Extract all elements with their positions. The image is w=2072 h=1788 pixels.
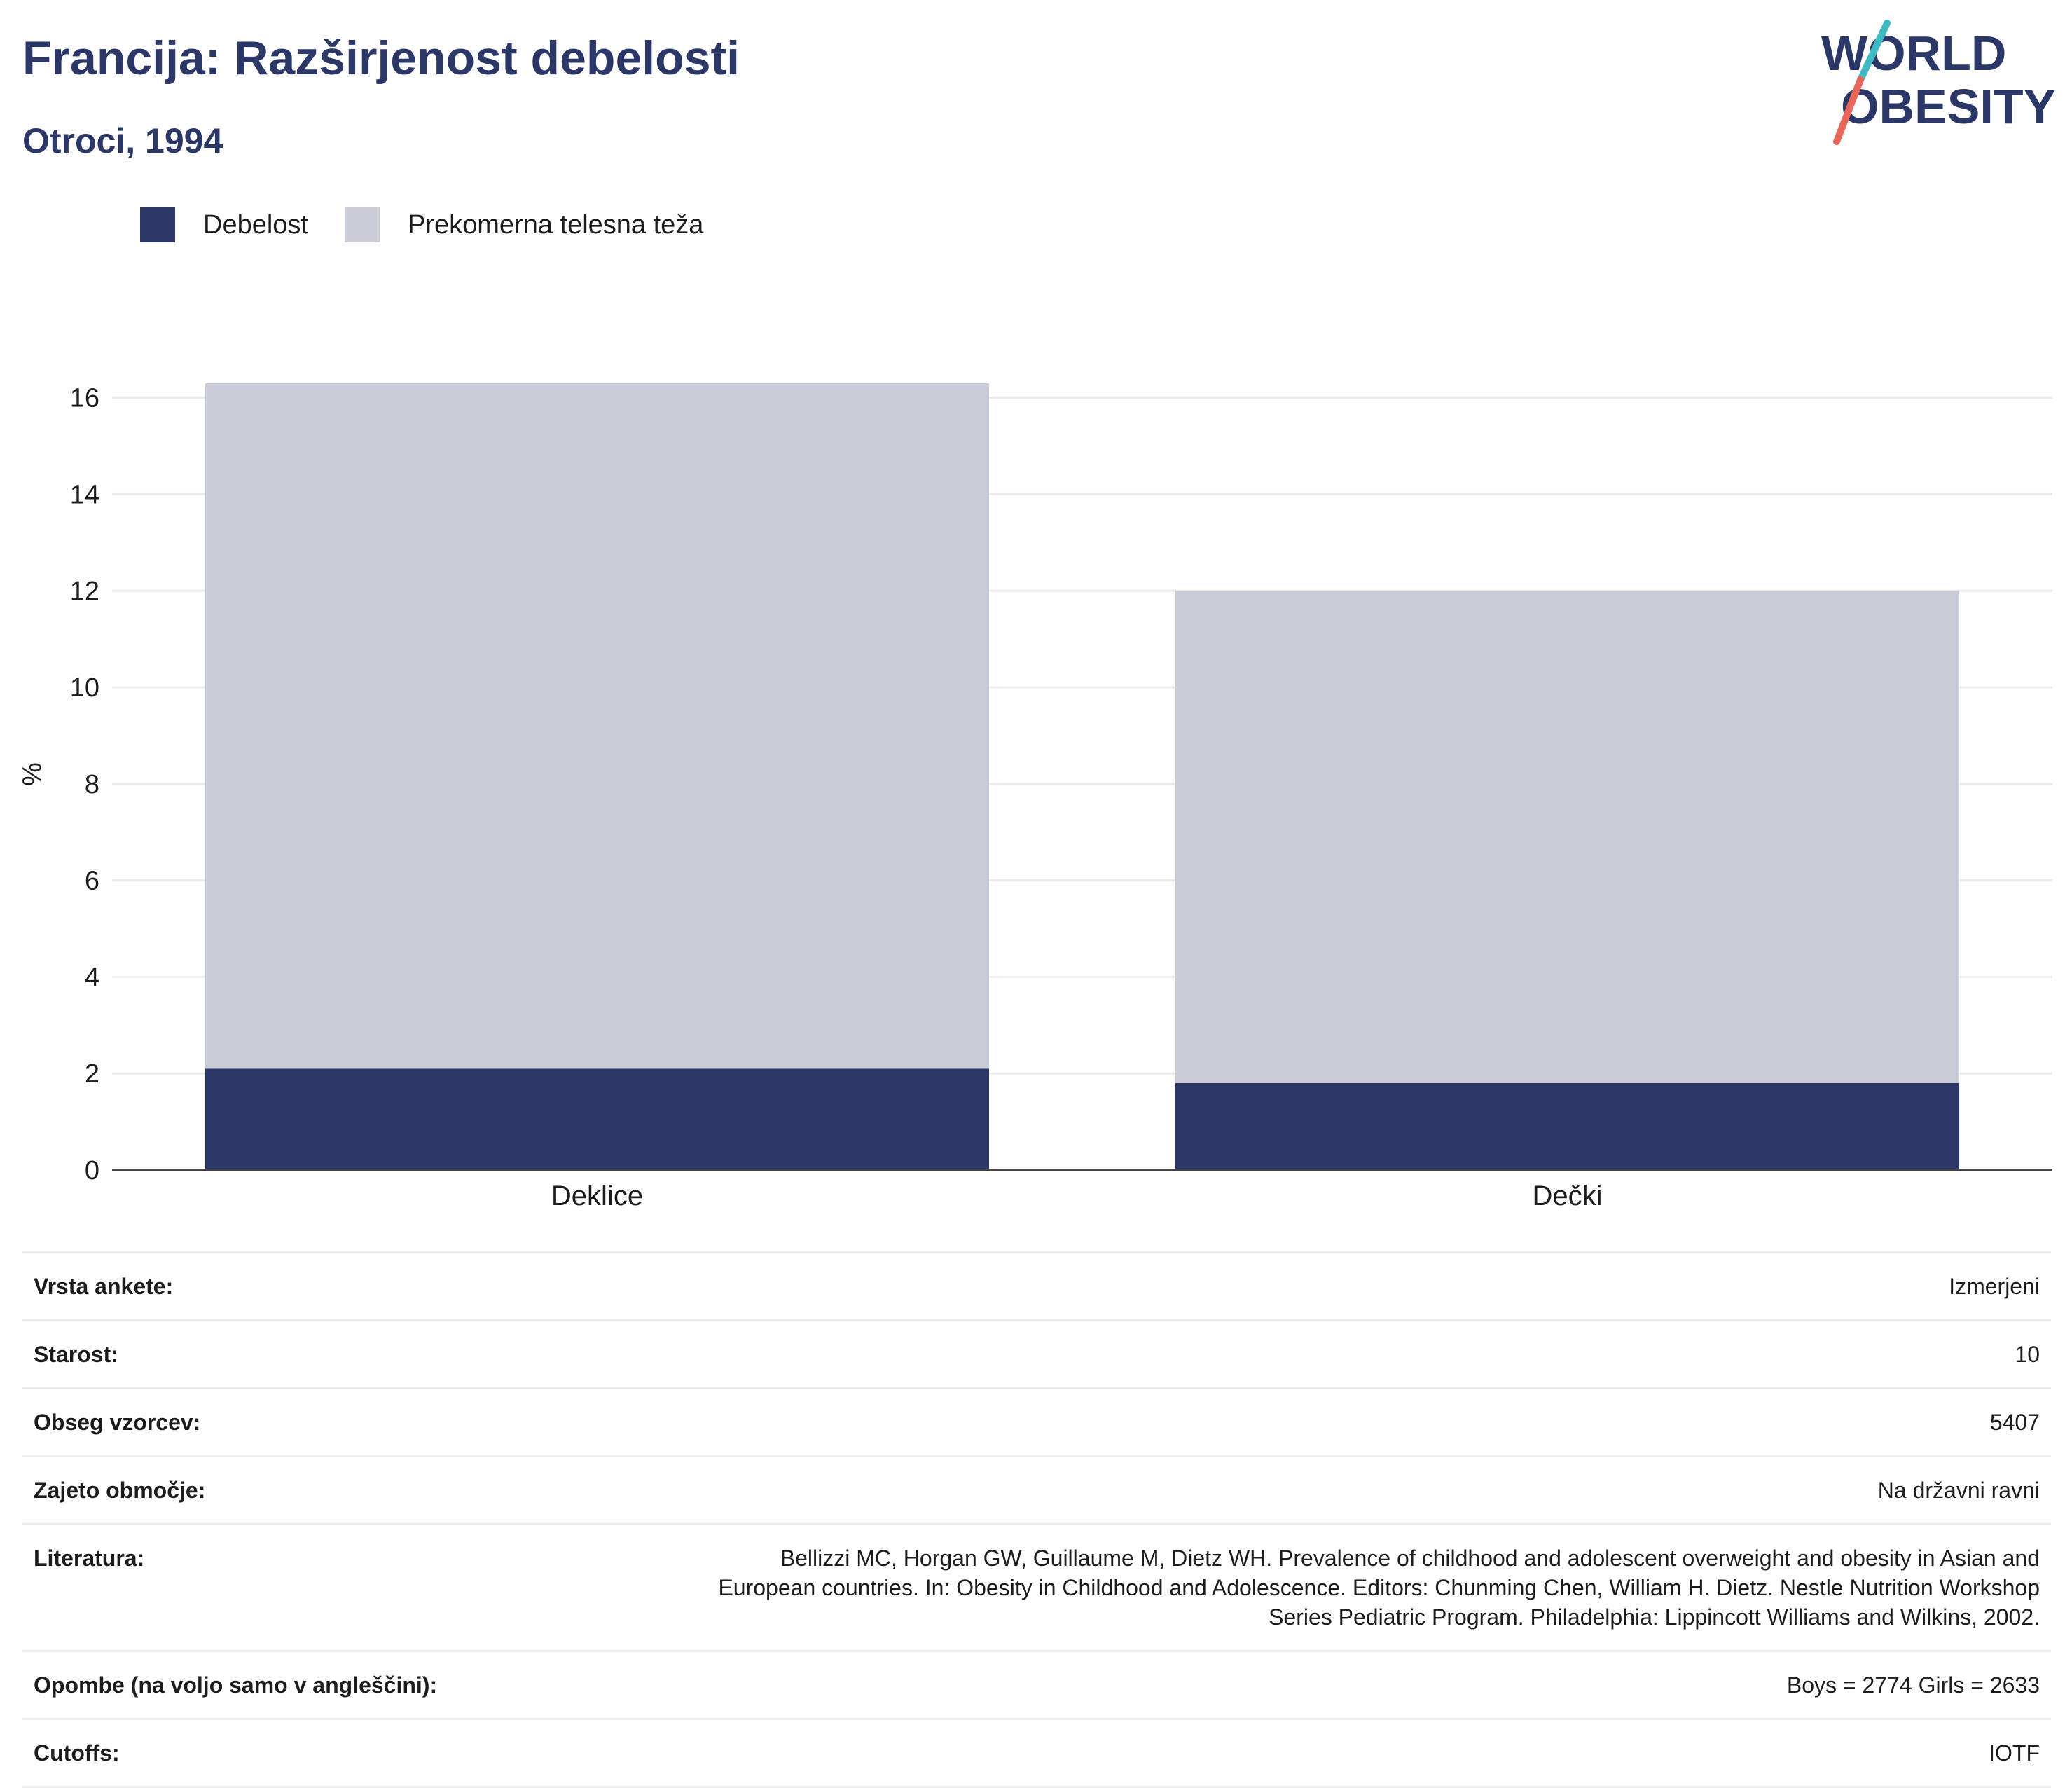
details-key: Opombe (na voljo samo v angleščini):	[22, 1650, 675, 1719]
bar-obesity-1[interactable]	[1175, 1082, 1960, 1170]
legend-swatch-obesity	[140, 207, 175, 242]
y-tick-label: 2	[85, 1059, 99, 1089]
legend-item-obesity[interactable]: Debelost	[140, 207, 308, 242]
survey-details-table: Vrsta ankete: Izmerjeni Starost: 10 Obseg vz…	[22, 1251, 2051, 1788]
logo-slash-teal-icon	[1857, 20, 1891, 83]
bar-obesity-0[interactable]	[205, 1068, 990, 1170]
legend-label-obesity: Debelost	[203, 209, 308, 240]
x-category-label: Deklice	[551, 1181, 643, 1211]
details-value: Izmerjeni	[675, 1251, 2051, 1321]
details-row: Vrsta ankete: Izmerjeni	[22, 1251, 2051, 1321]
details-value: Bellizzi MC, Horgan GW, Guillaume M, Die…	[675, 1523, 2051, 1651]
details-value: Boys = 2774 Girls = 2633	[675, 1650, 2051, 1719]
details-value: Na državni ravni	[675, 1455, 2051, 1525]
details-row: Obseg vzorcev: 5407	[22, 1387, 2051, 1457]
chart-subtitle: Otroci, 1994	[22, 121, 223, 160]
y-tick-label: 0	[85, 1156, 99, 1185]
legend-item-overweight[interactable]: Prekomerna telesna teža	[344, 207, 704, 242]
legend-swatch-overweight	[344, 207, 380, 242]
stacked-bar-chart: 0 2 4 6 8 10 12 14 16 Deklice Dečki %	[18, 383, 2052, 1211]
y-tick-label: 12	[70, 577, 99, 606]
logo-text-world: WORLD	[1821, 26, 2006, 81]
legend-label-overweight: Prekomerna telesna teža	[407, 209, 704, 240]
details-key: Cutoffs:	[22, 1718, 675, 1788]
y-axis-ticks: 0 2 4 6 8 10 12 14 16	[70, 384, 99, 1185]
bar-group	[205, 383, 1960, 1170]
details-key: Starost:	[22, 1319, 675, 1389]
details-value: IOTF	[675, 1718, 2051, 1788]
details-row: Cutoffs: IOTF	[22, 1718, 2051, 1788]
y-tick-label: 8	[85, 770, 99, 799]
details-key: Obseg vzorcev:	[22, 1387, 675, 1457]
bar-overweight-1[interactable]	[1175, 591, 1960, 1083]
details-row: Opombe (na voljo samo v angleščini): Boys…	[22, 1650, 2051, 1719]
y-tick-label: 10	[70, 673, 99, 703]
details-row: Literatura: Bellizzi MC, Horgan GW, Guill…	[22, 1523, 2051, 1651]
world-obesity-logo: WORLD OBESITY	[1821, 20, 2056, 145]
y-tick-label: 16	[70, 384, 99, 413]
chart-title: Francija: Razširjenost debelosti	[22, 32, 740, 85]
chart-legend: Debelost Prekomerna telesna teža	[140, 207, 740, 242]
details-key: Zajeto območje:	[22, 1455, 675, 1525]
y-tick-label: 4	[85, 963, 99, 992]
y-axis-label: %	[18, 762, 47, 786]
details-value: 5407	[675, 1387, 2051, 1457]
x-axis-labels: Deklice Dečki	[551, 1181, 1603, 1211]
bar-overweight-0[interactable]	[205, 383, 990, 1069]
logo-slash-coral-icon	[1833, 76, 1864, 145]
details-row: Zajeto območje: Na državni ravni	[22, 1455, 2051, 1525]
details-value: 10	[675, 1319, 2051, 1389]
y-tick-label: 14	[70, 480, 99, 509]
y-tick-label: 6	[85, 867, 99, 896]
logo-text-obesity: OBESITY	[1841, 79, 2056, 134]
details-key: Vrsta ankete:	[22, 1251, 675, 1321]
details-row: Starost: 10	[22, 1319, 2051, 1389]
details-key: Literatura:	[22, 1523, 675, 1651]
x-category-label: Dečki	[1532, 1181, 1602, 1211]
